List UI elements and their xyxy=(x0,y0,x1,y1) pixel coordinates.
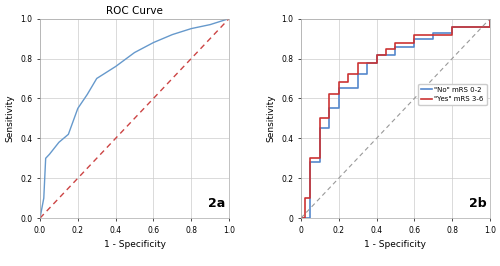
"Yes" mRS 3-6 xyxy=(430,33,436,36)
X-axis label: 1 - Specificity: 1 - Specificity xyxy=(364,240,426,249)
"Yes" mRS 3-6 xyxy=(392,41,398,44)
"Yes" mRS 3-6 xyxy=(374,53,380,56)
"No" mRS 0-2 xyxy=(421,37,427,40)
Line: "No" mRS 0-2: "No" mRS 0-2 xyxy=(301,19,490,218)
Y-axis label: Sensitivity: Sensitivity xyxy=(6,94,15,142)
"No" mRS 0-2 xyxy=(402,45,408,48)
"No" mRS 0-2 xyxy=(412,37,418,40)
"Yes" mRS 3-6 xyxy=(354,73,360,76)
Text: 2b: 2b xyxy=(468,197,486,210)
"Yes" mRS 3-6 xyxy=(374,61,380,64)
"No" mRS 0-2 xyxy=(308,161,314,164)
"Yes" mRS 3-6 xyxy=(336,93,342,96)
"Yes" mRS 3-6 xyxy=(392,47,398,50)
"No" mRS 0-2 xyxy=(326,127,332,130)
"Yes" mRS 3-6 xyxy=(449,25,455,28)
"No" mRS 0-2 xyxy=(383,53,389,56)
"No" mRS 0-2 xyxy=(298,217,304,220)
"No" mRS 0-2 xyxy=(374,53,380,56)
"Yes" mRS 3-6 xyxy=(412,41,418,44)
"No" mRS 0-2 xyxy=(354,73,360,76)
"No" mRS 0-2 xyxy=(449,31,455,34)
"No" mRS 0-2 xyxy=(430,31,436,34)
"No" mRS 0-2 xyxy=(317,127,323,130)
"Yes" mRS 3-6 xyxy=(345,81,351,84)
"No" mRS 0-2 xyxy=(449,25,455,28)
"Yes" mRS 3-6 xyxy=(317,157,323,160)
"Yes" mRS 3-6 xyxy=(326,93,332,96)
"Yes" mRS 3-6 xyxy=(364,61,370,64)
"Yes" mRS 3-6 xyxy=(336,81,342,84)
"No" mRS 0-2 xyxy=(345,87,351,90)
"Yes" mRS 3-6 xyxy=(298,217,304,220)
"Yes" mRS 3-6 xyxy=(383,53,389,56)
"Yes" mRS 3-6 xyxy=(412,33,418,36)
"Yes" mRS 3-6 xyxy=(326,117,332,120)
Text: 2a: 2a xyxy=(208,197,226,210)
"Yes" mRS 3-6 xyxy=(383,47,389,50)
"No" mRS 0-2 xyxy=(374,61,380,64)
"Yes" mRS 3-6 xyxy=(308,157,314,160)
Y-axis label: Sensitivity: Sensitivity xyxy=(266,94,276,142)
"Yes" mRS 3-6 xyxy=(308,197,314,200)
"No" mRS 0-2 xyxy=(468,25,474,28)
"No" mRS 0-2 xyxy=(430,37,436,40)
"Yes" mRS 3-6 xyxy=(468,25,474,28)
"No" mRS 0-2 xyxy=(364,73,370,76)
"No" mRS 0-2 xyxy=(487,17,493,20)
"No" mRS 0-2 xyxy=(317,133,323,136)
"Yes" mRS 3-6 xyxy=(402,41,408,44)
"Yes" mRS 3-6 xyxy=(487,17,493,20)
"Yes" mRS 3-6 xyxy=(354,61,360,64)
Title: ROC Curve: ROC Curve xyxy=(106,6,163,16)
"No" mRS 0-2 xyxy=(440,31,446,34)
"No" mRS 0-2 xyxy=(336,87,342,90)
Legend: "No" mRS 0-2, "Yes" mRS 3-6: "No" mRS 0-2, "Yes" mRS 3-6 xyxy=(418,84,486,105)
"Yes" mRS 3-6 xyxy=(302,197,308,200)
"Yes" mRS 3-6 xyxy=(421,33,427,36)
"No" mRS 0-2 xyxy=(412,45,418,48)
Line: "Yes" mRS 3-6: "Yes" mRS 3-6 xyxy=(301,19,490,218)
"No" mRS 0-2 xyxy=(392,53,398,56)
"Yes" mRS 3-6 xyxy=(449,33,455,36)
"Yes" mRS 3-6 xyxy=(317,117,323,120)
"No" mRS 0-2 xyxy=(336,107,342,110)
"No" mRS 0-2 xyxy=(392,45,398,48)
"No" mRS 0-2 xyxy=(308,167,314,170)
"Yes" mRS 3-6 xyxy=(345,73,351,76)
X-axis label: 1 - Specificity: 1 - Specificity xyxy=(104,240,166,249)
"No" mRS 0-2 xyxy=(317,161,323,164)
"No" mRS 0-2 xyxy=(364,61,370,64)
"No" mRS 0-2 xyxy=(354,87,360,90)
"No" mRS 0-2 xyxy=(326,107,332,110)
